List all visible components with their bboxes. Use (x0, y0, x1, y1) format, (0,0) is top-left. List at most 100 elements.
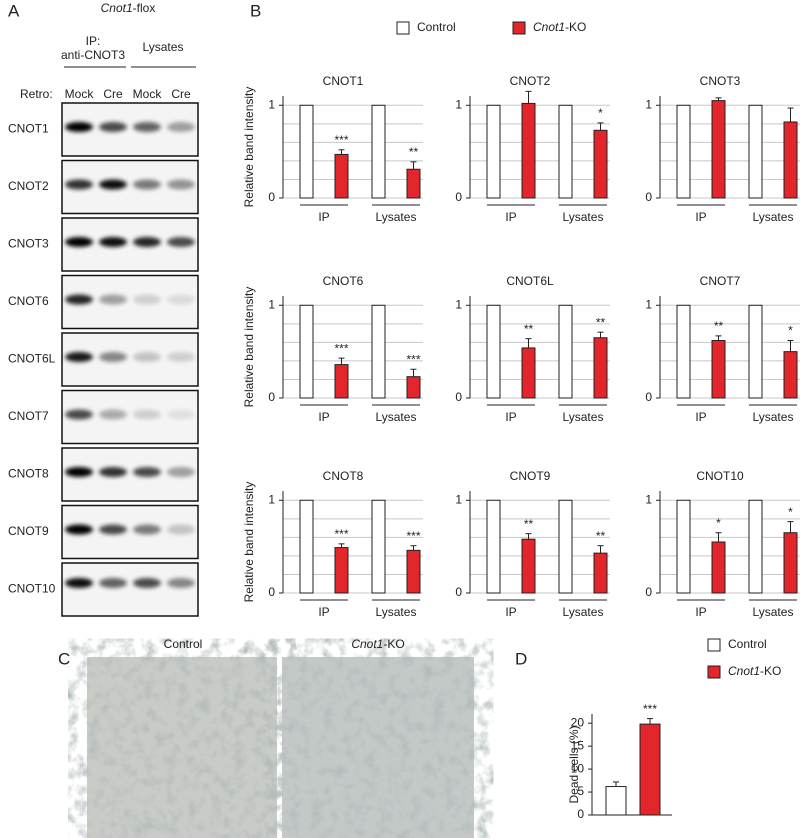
chart-title: CNOT8 (323, 469, 364, 483)
band (99, 237, 127, 247)
y-axis-label: Relative band intensity (242, 287, 256, 408)
significance: *** (406, 529, 420, 543)
band (99, 179, 127, 190)
bar (558, 304, 573, 399)
band (65, 179, 93, 190)
significance: ** (596, 315, 606, 329)
x-tick-label: IP (318, 210, 329, 224)
y-tick-label: 1 (645, 297, 652, 311)
bar (371, 499, 386, 594)
bar (371, 104, 386, 199)
x-tick-label: Lysates (376, 210, 417, 224)
bar (748, 104, 763, 199)
lane-label: Cre (103, 87, 123, 101)
chart-title: CNOT2 (510, 74, 551, 88)
band (167, 409, 195, 420)
panel-letter: D (515, 649, 527, 668)
y-tick-label: 1 (455, 492, 462, 506)
chart-title: CNOT9 (510, 469, 551, 483)
y-tick-label: 5 (577, 784, 584, 798)
x-tick-label: Lysates (563, 410, 604, 424)
photo-label: Cnot1-KO (351, 637, 404, 651)
significance: ** (524, 322, 534, 336)
y-tick-label: 1 (268, 492, 275, 506)
legend-label: Control (417, 20, 456, 34)
photo-texture (87, 657, 277, 838)
photo-texture (282, 657, 474, 838)
y-tick-label: 10 (571, 761, 585, 775)
bar (783, 351, 798, 399)
band (99, 352, 127, 362)
bar (558, 104, 573, 199)
bar (521, 102, 536, 199)
bar (593, 129, 608, 199)
significance: ** (596, 529, 606, 543)
bar (748, 499, 763, 594)
legend-swatch (707, 638, 721, 652)
retro-label: Retro: (20, 87, 53, 101)
bar (593, 337, 608, 399)
x-tick-label: Lysates (376, 605, 417, 619)
y-tick-label: 20 (571, 715, 585, 729)
band (167, 179, 195, 190)
y-tick-label: 1 (645, 97, 652, 111)
significance: *** (406, 352, 420, 366)
band (133, 352, 161, 362)
x-tick-label: Lysates (563, 210, 604, 224)
band (167, 467, 195, 477)
legend-swatch (707, 665, 721, 679)
y-tick-label: 0 (645, 585, 652, 599)
significance: ** (409, 145, 419, 159)
band (99, 409, 127, 420)
lane-label: Cre (171, 87, 191, 101)
x-tick-label: Lysates (753, 210, 794, 224)
y-tick-label: 0 (268, 585, 275, 599)
y-tick-label: 0 (455, 190, 462, 204)
band (65, 122, 93, 132)
blot-row-label: CNOT8 (8, 467, 49, 481)
bar (299, 104, 314, 199)
photo-label: Control (164, 637, 203, 651)
x-tick-label: IP (695, 210, 706, 224)
band (167, 294, 195, 305)
significance: *** (334, 133, 348, 147)
band (167, 352, 195, 362)
significance: *** (334, 527, 348, 541)
y-tick-label: 0 (268, 390, 275, 404)
band (133, 409, 161, 420)
blot-header: Cnot1-flox (101, 1, 156, 15)
bar (334, 153, 349, 199)
legend-swatch (396, 21, 410, 35)
blot-row-label: CNOT1 (8, 122, 49, 136)
legend-label: Cnot1-KO (533, 20, 586, 34)
y-tick-label: 0 (455, 585, 462, 599)
bar (521, 347, 536, 399)
bar (406, 376, 421, 399)
band (133, 122, 161, 132)
bar (605, 786, 627, 816)
x-tick-label: IP (695, 605, 706, 619)
chart-title: CNOT6L (506, 274, 554, 288)
significance: *** (643, 702, 657, 716)
bar (676, 304, 691, 399)
blot-row-label: CNOT2 (8, 179, 49, 193)
lane-label: Mock (65, 87, 95, 101)
blot-row-label: CNOT7 (8, 409, 49, 423)
band (99, 122, 127, 132)
bar (486, 499, 501, 594)
y-axis-label: Dead cells (%) (567, 725, 581, 803)
chart-title: CNOT1 (323, 74, 364, 88)
band (133, 578, 161, 588)
bar (711, 541, 726, 594)
bar (748, 304, 763, 399)
y-tick-label: 0 (645, 190, 652, 204)
band (99, 467, 127, 477)
blot-row-label: CNOT6 (8, 294, 49, 308)
bar (639, 723, 661, 816)
bar (334, 547, 349, 594)
y-tick-label: 15 (571, 738, 585, 752)
y-axis-label: Relative band intensity (242, 482, 256, 603)
bar (711, 100, 726, 199)
bar (334, 364, 349, 399)
